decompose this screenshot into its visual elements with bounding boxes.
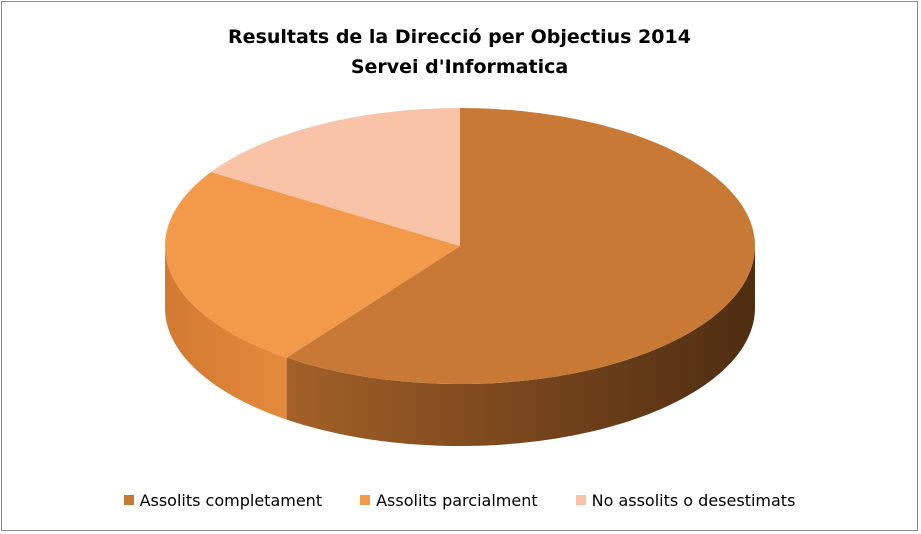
legend-swatch-0 bbox=[123, 495, 134, 505]
legend-item-1: Assolits parcialment bbox=[360, 491, 538, 510]
pie-slice-side-0 bbox=[286, 246, 755, 446]
pie-slice-0 bbox=[286, 108, 755, 385]
legend-item-0: Assolits completament bbox=[123, 490, 323, 510]
legend-label-2: No assolits o desestimats bbox=[591, 490, 796, 510]
legend-label-0: Assolits completament bbox=[139, 490, 323, 510]
chart-title-block: Resultats de la Direcció per Objectius 2… bbox=[0, 22, 919, 82]
pie-slice-2 bbox=[210, 108, 460, 246]
legend: Assolits completament Assolits parcialmen… bbox=[0, 488, 919, 512]
pie-slice-side-1 bbox=[165, 246, 287, 420]
chart-title: Resultats de la Direcció per Objectius 2… bbox=[228, 26, 691, 48]
legend-swatch-2 bbox=[575, 495, 586, 505]
legend-item-2: No assolits o desestimats bbox=[575, 490, 796, 510]
pie-slice-1 bbox=[164, 172, 460, 358]
legend-label-1: Assolits parcialment bbox=[376, 490, 538, 510]
chart-subtitle: Servei d'Informatica bbox=[350, 56, 569, 78]
legend-swatch-1 bbox=[360, 495, 371, 505]
